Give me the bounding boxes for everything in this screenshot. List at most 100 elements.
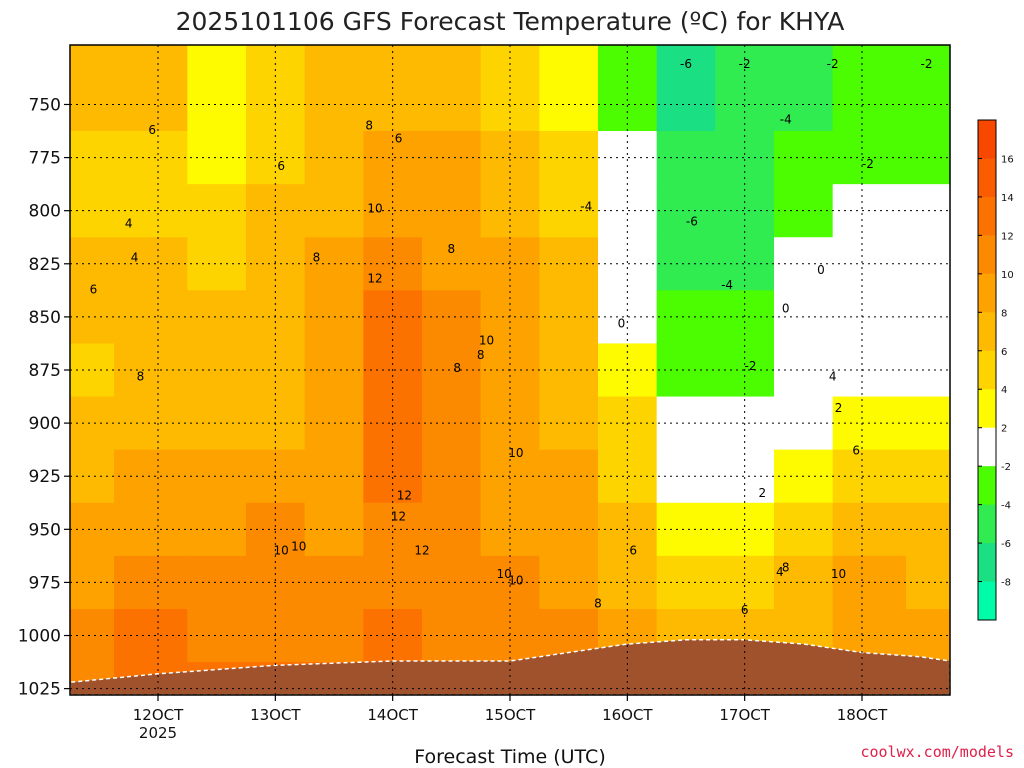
contour-label: 10	[367, 202, 382, 216]
y-tick-label: 850	[29, 308, 61, 328]
y-tick-label: 1000	[18, 627, 61, 647]
contour-label: -2	[862, 157, 874, 171]
colorbar-label: 16	[1001, 154, 1014, 165]
contour-label: 10	[508, 446, 523, 460]
x-tick-sublabel: 2025	[139, 724, 177, 742]
contour-label: 8	[782, 561, 790, 575]
y-tick-label: 900	[29, 414, 61, 434]
contour-label: -2	[827, 57, 839, 71]
temperature-cell	[598, 184, 658, 238]
y-axis: 750 775 800 825 850 875 900 925 950 975 1000 1025	[18, 95, 70, 700]
temperature-cell	[422, 45, 482, 132]
temperature-cell	[304, 45, 364, 132]
temperature-cell	[70, 45, 115, 132]
colorbar-swatch	[978, 543, 996, 583]
temperature-cell	[114, 290, 188, 345]
y-tick-label: 775	[29, 149, 61, 169]
contour-label: -6	[680, 57, 692, 71]
grid-lines	[70, 45, 950, 695]
contour-label: 12	[367, 272, 382, 286]
contour-label: 0	[782, 301, 790, 315]
temperature-cell	[598, 555, 658, 610]
contour-label: 10	[479, 333, 494, 347]
colorbar-swatch	[978, 312, 996, 352]
contour-label: 6	[90, 282, 98, 296]
contour-label: 6	[629, 544, 637, 558]
colorbar: 16 14 12 10 8 6 4 2 -2 -4 -6 -8	[977, 119, 1014, 621]
contour-label: 8	[594, 597, 602, 611]
contour-label: 8	[365, 119, 373, 133]
contour-label: 8	[448, 242, 456, 256]
contour-label: -4	[780, 112, 792, 126]
temperature-cell	[114, 184, 188, 238]
contour-label: 8	[313, 250, 321, 264]
colorbar-label: 4	[1001, 385, 1007, 396]
contour-label: 8	[137, 369, 145, 383]
contour-label: 8	[477, 348, 485, 362]
colorbar-label: 8	[1001, 308, 1007, 319]
temperature-cell	[114, 45, 188, 132]
temperature-cell	[656, 45, 716, 132]
contour-label: 12	[391, 510, 406, 524]
temperature-cell	[114, 396, 188, 451]
contour-label: -4	[580, 199, 592, 213]
colorbar-swatch	[978, 235, 996, 275]
colorbar-swatch	[978, 581, 996, 621]
credit-text[interactable]: coolwx.com/models	[860, 743, 1014, 761]
x-tick-label: 16OCT	[602, 706, 653, 724]
y-tick-label: 875	[29, 361, 61, 381]
contour-label: 6	[852, 444, 860, 458]
colorbar-label: -8	[1001, 578, 1011, 589]
y-tick-label: 750	[29, 95, 61, 115]
x-tick-label: 18OCT	[837, 706, 888, 724]
contour-label: 2	[758, 486, 766, 500]
contour-label: 4	[829, 369, 837, 383]
contour-label: 12	[397, 488, 412, 502]
contour-label: 8	[60, 306, 68, 320]
temperature-cell	[114, 237, 188, 291]
colorbar-label: 10	[1001, 270, 1014, 281]
y-tick-label: 975	[29, 573, 61, 593]
contour-label: 6	[395, 131, 403, 145]
colorbar-swatch	[978, 427, 996, 467]
x-tick-label: 14OCT	[367, 706, 418, 724]
contour-label: 2	[835, 401, 843, 415]
colorbar-label: -2	[1001, 462, 1011, 473]
temperature-cell	[480, 131, 540, 185]
temperature-cell	[187, 45, 247, 132]
temperature-cell	[598, 131, 658, 185]
colorbar-swatch	[978, 389, 996, 429]
contour-label: -4	[721, 278, 733, 292]
contour-label: 10	[496, 567, 511, 581]
contour-label: 4	[131, 250, 139, 264]
ground-surface	[70, 639, 950, 695]
temperature-cell	[906, 45, 950, 132]
contour-label: 10	[831, 567, 846, 581]
contour-label: -2	[745, 359, 757, 373]
colorbar-swatch	[978, 350, 996, 390]
temperature-cell	[539, 45, 599, 132]
y-tick-label: 825	[29, 255, 61, 275]
temperature-cell	[114, 608, 188, 663]
temperature-cell	[114, 502, 188, 557]
contour-label: 4	[776, 565, 784, 579]
colorbar-swatch	[978, 504, 996, 544]
contour-label: 0	[618, 316, 626, 330]
temperature-cell	[480, 608, 540, 663]
x-axis-label: Forecast Time (UTC)	[414, 746, 605, 768]
contour-label: 10	[291, 539, 306, 553]
colorbar-swatch	[978, 120, 996, 159]
colorbar-label: -6	[1001, 539, 1011, 550]
temperature-cell	[774, 45, 834, 132]
chart-title: 2025101106 GFS Forecast Temperature (ºC)…	[176, 7, 845, 36]
colorbar-label: 14	[1001, 193, 1014, 204]
contour-label: 10	[508, 573, 523, 587]
colorbar-label: 12	[1001, 231, 1014, 242]
colorbar-swatch	[978, 196, 996, 236]
y-tick-label: 925	[29, 467, 61, 487]
y-tick-label: 1025	[18, 680, 61, 700]
contour-label: 4	[125, 216, 133, 230]
x-tick-label: 13OCT	[250, 706, 301, 724]
